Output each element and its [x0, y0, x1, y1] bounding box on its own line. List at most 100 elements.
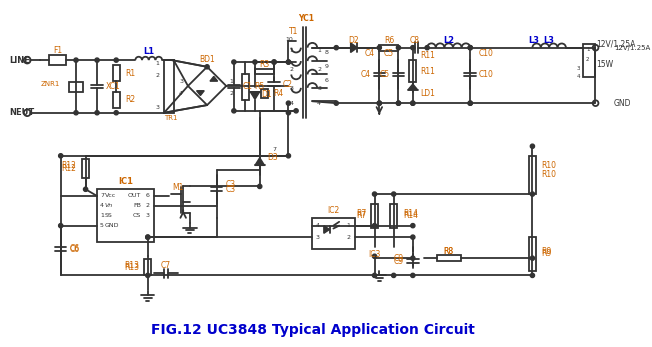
Text: C1: C1 [243, 82, 252, 91]
Text: R12: R12 [61, 164, 76, 173]
Text: D2: D2 [348, 36, 359, 45]
Text: TR1: TR1 [164, 115, 177, 120]
Bar [261, 89, 268, 99]
Text: XC1: XC1 [106, 82, 121, 91]
Circle shape [286, 154, 291, 158]
Text: 12V/1.25A: 12V/1.25A [614, 45, 650, 51]
Circle shape [372, 273, 377, 278]
Text: 1: 1 [100, 213, 104, 218]
Text: IC1: IC1 [118, 177, 133, 186]
Text: OUT: OUT [128, 194, 141, 198]
Text: C4: C4 [364, 49, 374, 58]
Circle shape [286, 101, 291, 105]
Circle shape [411, 101, 415, 105]
Text: F1: F1 [53, 46, 63, 55]
Circle shape [334, 45, 338, 50]
Circle shape [114, 58, 118, 62]
Text: 9: 9 [325, 64, 329, 69]
Text: 1: 1 [229, 79, 233, 84]
Text: M1: M1 [173, 183, 184, 192]
Text: C7: C7 [161, 261, 171, 270]
Text: R11: R11 [421, 51, 436, 60]
Text: BD1: BD1 [200, 55, 215, 64]
Text: 2: 2 [229, 91, 233, 96]
Text: L3: L3 [528, 35, 539, 44]
Circle shape [378, 101, 381, 105]
Circle shape [272, 60, 276, 64]
Polygon shape [210, 76, 218, 81]
Text: LINE: LINE [9, 56, 30, 65]
Text: 4: 4 [317, 101, 321, 106]
Bar [529, 237, 536, 271]
Circle shape [396, 101, 400, 105]
Text: FIG.12 UC3848 Typical Application Circuit: FIG.12 UC3848 Typical Application Circui… [151, 323, 475, 337]
Circle shape [372, 254, 377, 259]
Text: 3: 3 [315, 235, 319, 240]
Text: L1: L1 [143, 47, 155, 56]
Bar [312, 218, 355, 248]
Text: C9: C9 [394, 256, 404, 265]
Circle shape [59, 223, 63, 228]
Text: R8: R8 [443, 247, 454, 256]
Text: L3: L3 [544, 35, 555, 44]
Text: 2: 2 [347, 235, 351, 240]
Text: C9: C9 [394, 254, 404, 263]
Text: C10: C10 [479, 49, 494, 58]
Bar [391, 204, 397, 228]
Circle shape [95, 111, 99, 115]
Bar [50, 55, 67, 65]
Polygon shape [250, 92, 259, 99]
Circle shape [396, 45, 400, 50]
Circle shape [530, 144, 535, 148]
Polygon shape [197, 91, 204, 95]
Text: 6: 6 [146, 194, 150, 198]
Text: C3: C3 [226, 185, 235, 194]
Text: 4: 4 [576, 74, 580, 79]
Circle shape [392, 192, 396, 196]
Text: 2: 2 [317, 67, 321, 72]
Text: 1: 1 [317, 48, 321, 53]
Text: Vcc: Vcc [105, 194, 116, 198]
Circle shape [411, 235, 415, 239]
Text: R3: R3 [259, 60, 270, 69]
Circle shape [411, 101, 415, 105]
Circle shape [530, 256, 535, 260]
Polygon shape [324, 226, 329, 233]
Circle shape [468, 45, 472, 50]
Circle shape [232, 109, 236, 113]
Text: IC3: IC3 [368, 250, 380, 259]
Bar [242, 74, 248, 100]
Text: R13: R13 [124, 261, 139, 270]
Circle shape [253, 60, 257, 64]
Text: R10: R10 [541, 170, 556, 179]
Circle shape [145, 235, 150, 239]
Text: R1: R1 [125, 69, 135, 77]
Circle shape [286, 111, 291, 115]
Bar [529, 156, 536, 194]
Text: C5: C5 [379, 70, 390, 79]
Polygon shape [255, 158, 265, 166]
Text: LD1: LD1 [421, 89, 436, 98]
Text: R8: R8 [443, 247, 453, 256]
Text: 5: 5 [100, 223, 104, 228]
Bar [437, 255, 461, 261]
Text: 3: 3 [179, 79, 183, 84]
Circle shape [468, 45, 472, 50]
Text: C3: C3 [226, 180, 235, 189]
Circle shape [294, 109, 298, 113]
Text: R6: R6 [384, 36, 394, 45]
Text: 3: 3 [576, 66, 580, 71]
Polygon shape [351, 43, 357, 52]
Circle shape [396, 101, 400, 105]
Text: C4: C4 [361, 70, 371, 79]
Text: 8: 8 [325, 50, 329, 55]
Bar [255, 69, 274, 75]
Circle shape [286, 60, 291, 64]
Text: 2: 2 [155, 73, 159, 78]
Text: 1: 1 [586, 47, 589, 52]
Text: 15W: 15W [597, 60, 614, 69]
Text: 3: 3 [155, 105, 159, 110]
Circle shape [95, 58, 99, 62]
Circle shape [530, 273, 535, 278]
Circle shape [411, 45, 415, 50]
